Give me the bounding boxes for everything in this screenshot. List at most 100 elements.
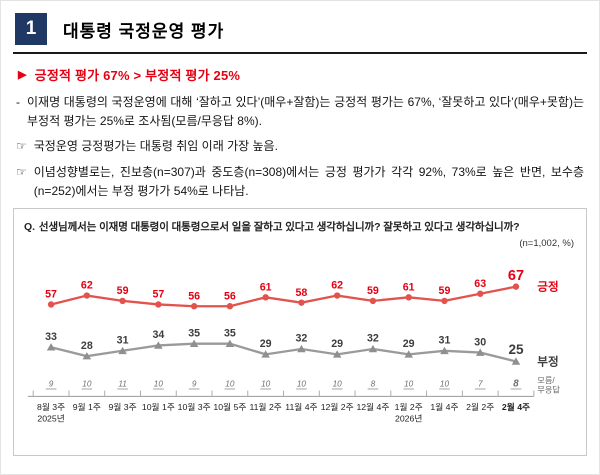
- question-text: 선생님께서는 이재명 대통령이 대통령으로서 일을 잘하고 있다고 생각하십니까…: [38, 220, 520, 233]
- x-axis-label: 10월 5주: [213, 401, 246, 412]
- positive-marker: [262, 294, 269, 301]
- dk-value-label: 9: [49, 380, 54, 389]
- chart-box: Q. 선생님께서는 이재명 대통령이 대통령으로서 일을 잘하고 있다고 생각하십…: [13, 207, 587, 456]
- positive-marker: [405, 294, 412, 301]
- negative-marker: [297, 344, 306, 353]
- x-axis-year-label: 2025년: [37, 413, 64, 423]
- x-axis-year-label: 2026년: [395, 413, 422, 423]
- positive-series-line: [50, 285, 517, 308]
- negative-value-label: 31: [117, 334, 129, 346]
- dk-value-label: 8: [371, 380, 376, 389]
- paragraph-text: 이념성향별로는, 진보층(n=307)과 중도층(n=308)에서는 긍정 평가…: [33, 164, 584, 198]
- positive-value-label: 62: [331, 280, 343, 292]
- positive-value-label: 57: [152, 289, 164, 301]
- negative-value-label: 33: [45, 331, 57, 343]
- negative-marker: [154, 341, 163, 349]
- positive-value-label: 59: [117, 285, 129, 297]
- negative-marker: [82, 352, 92, 360]
- page-title: 대통령 국정운영 평가: [63, 21, 225, 41]
- negative-value-label: 29: [331, 338, 343, 350]
- negative-marker: [332, 350, 342, 358]
- paragraph-text: 이재명 대통령의 국정운영에 대해 ‘잘하고 있다’(매우+잘함)는 긍정적 평…: [27, 95, 584, 129]
- negative-marker: [511, 357, 521, 365]
- dk-value-label: 11: [118, 380, 127, 389]
- positive-marker: [119, 297, 126, 305]
- negative-marker: [404, 350, 413, 358]
- negative-value-label: 30: [474, 336, 486, 348]
- x-axis-label: 12월 2주: [321, 401, 354, 412]
- positive-marker: [155, 301, 162, 308]
- negative-value-label: 32: [367, 333, 379, 345]
- negative-value-label: 28: [81, 340, 93, 352]
- negative-value-label: 32: [295, 333, 307, 345]
- paragraph: - 이재명 대통령의 국정운영에 대해 ‘잘하고 있다’(매우+잘함)는 긍정적…: [16, 93, 584, 131]
- positive-value-label: 62: [81, 280, 93, 292]
- negative-marker: [440, 346, 449, 355]
- x-axis-label: 8월 3주: [37, 401, 65, 412]
- paragraph-text: 국정운영 긍정평가는 대통령 취임 이래 가장 높음.: [33, 139, 278, 154]
- x-axis-label: 12월 4주: [356, 401, 389, 412]
- positive-value-label: 57: [45, 289, 57, 301]
- paragraph: ☞ 이념성향별로는, 진보층(n=307)과 중도층(n=308)에서는 긍정 …: [16, 163, 584, 201]
- dk-value-label: 10: [404, 380, 414, 389]
- negative-marker: [261, 350, 270, 358]
- series-label-dk-line2: 무응답: [537, 384, 560, 394]
- section-number-badge: 1: [15, 13, 47, 45]
- negative-marker: [368, 344, 378, 353]
- negative-value-label: 31: [439, 334, 451, 346]
- dk-value-label: 10: [297, 380, 307, 389]
- negative-series-line: [50, 342, 517, 363]
- positive-marker: [83, 292, 91, 299]
- x-axis-label: 2월 4주: [502, 401, 530, 412]
- negative-value-label: 35: [224, 327, 236, 339]
- sample-size-note: (n=1,002, %): [519, 237, 574, 249]
- positive-value-label: 67: [508, 268, 524, 284]
- positive-marker: [226, 302, 234, 310]
- positive-value-label: 58: [295, 287, 307, 299]
- negative-marker: [189, 339, 199, 347]
- dk-value-label: 9: [192, 380, 197, 389]
- positive-marker: [441, 297, 448, 305]
- positive-marker: [369, 297, 377, 305]
- x-axis-label: 9월 3주: [109, 401, 137, 412]
- positive-value-label: 61: [260, 281, 272, 293]
- positive-marker: [512, 283, 520, 290]
- x-axis-label: 10월 1주: [142, 401, 175, 412]
- positive-marker: [333, 292, 341, 299]
- question-prefix: Q.: [24, 220, 35, 233]
- dk-value-label: 10: [440, 380, 450, 389]
- pointer-hand-icon: ☞: [16, 164, 27, 179]
- positive-marker: [477, 290, 484, 297]
- positive-value-label: 56: [188, 290, 200, 302]
- series-label-dk-line1: 모름/: [537, 376, 555, 385]
- positive-value-label: 59: [439, 285, 451, 297]
- dk-value-label: 10: [261, 380, 271, 389]
- positive-value-label: 63: [474, 278, 486, 290]
- x-axis-label: 1월 4주: [430, 401, 458, 412]
- positive-value-label: 61: [403, 281, 415, 293]
- series-label-negative: 부정: [537, 354, 558, 368]
- x-axis-label: 11월 4주: [285, 401, 317, 412]
- header-divider: [13, 52, 587, 54]
- dk-value-label: 7: [478, 380, 483, 389]
- body-text: - 이재명 대통령의 국정운영에 대해 ‘잘하고 있다’(매우+잘함)는 긍정적…: [13, 93, 587, 201]
- positive-marker: [190, 302, 198, 310]
- positive-marker: [298, 299, 305, 306]
- dk-value-label: 10: [82, 380, 92, 389]
- negative-value-label: 35: [188, 327, 200, 339]
- positive-value-label: 56: [224, 290, 236, 302]
- dk-value-label: 8: [513, 379, 519, 390]
- paragraph: ☞ 국정운영 긍정평가는 대통령 취임 이래 가장 높음.: [16, 137, 584, 156]
- red-arrow-icon: ▶: [18, 69, 27, 81]
- negative-marker: [118, 346, 127, 355]
- negative-value-label: 34: [152, 329, 164, 341]
- dk-value-label: 10: [154, 380, 164, 389]
- positive-value-label: 59: [367, 285, 379, 297]
- negative-marker: [475, 348, 485, 356]
- negative-value-label: 29: [403, 338, 415, 350]
- series-label-positive: 긍정: [537, 279, 558, 293]
- dash-bullet: -: [16, 95, 20, 109]
- summary-text: 긍정적 평가 67% > 부정적 평가 25%: [34, 68, 241, 83]
